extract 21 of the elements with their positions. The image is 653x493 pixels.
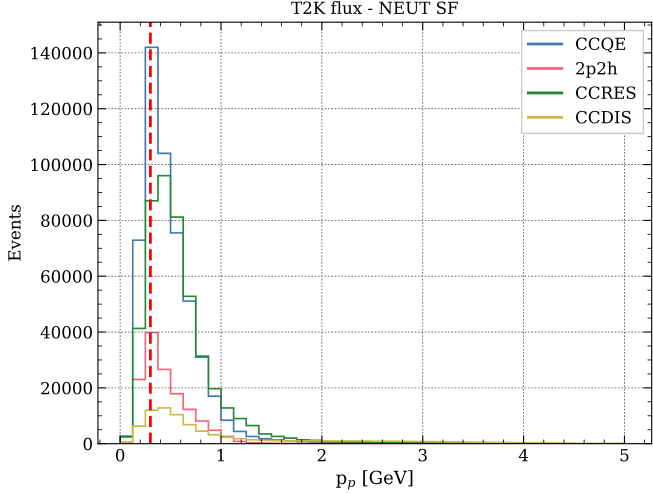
legend-label: CCDIS [576, 110, 631, 124]
x-axis-title: p$_{p}$ [GeV] [336, 470, 412, 490]
legend-label: 2p2h [576, 62, 618, 78]
x-tick-label: 5 [620, 449, 628, 462]
x-tick-label: 1 [218, 448, 224, 462]
legend-label: CCQE [576, 37, 626, 53]
x-tick-label: 2 [318, 448, 326, 462]
y-tick-label: 140000 [32, 46, 92, 60]
legend-label: CCRES [576, 86, 636, 100]
chart-title: T2K flux - NEUT SF [291, 1, 458, 14]
y-tick-label: 20000 [41, 382, 92, 394]
y-tick-label: 40000 [40, 326, 92, 339]
x-tick-label: 3 [418, 448, 427, 462]
x-tick-label: 0 [116, 448, 124, 462]
x-tick-label: 4 [518, 448, 528, 462]
y-tick-label: 120000 [32, 102, 92, 116]
y-axis-title: Events [8, 205, 21, 261]
y-tick-label: 0 [84, 438, 92, 450]
y-tick-label: 100000 [32, 158, 92, 172]
y-tick-label: 80000 [41, 214, 92, 227]
y-tick-label: 60000 [41, 270, 92, 283]
